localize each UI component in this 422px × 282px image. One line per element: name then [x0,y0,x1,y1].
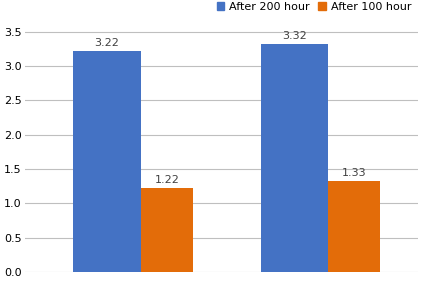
Text: 3.22: 3.22 [95,38,119,48]
Bar [73,51,141,272]
Bar [260,44,328,272]
Text: 1.33: 1.33 [342,168,366,178]
Legend: After 200 hour, After 100 hour: After 200 hour, After 100 hour [216,1,412,13]
Text: 3.32: 3.32 [282,31,307,41]
Bar [141,188,193,272]
Bar [328,180,380,272]
Text: 1.22: 1.22 [154,175,179,185]
